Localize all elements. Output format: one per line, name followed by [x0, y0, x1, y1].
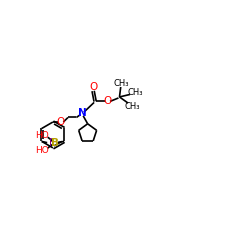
Text: O: O	[57, 117, 65, 127]
Text: CH₃: CH₃	[114, 78, 129, 88]
Text: O: O	[89, 82, 97, 92]
Text: O: O	[104, 96, 112, 106]
Text: N: N	[78, 108, 86, 118]
Text: HO: HO	[35, 131, 48, 140]
Text: B: B	[51, 138, 59, 148]
Text: F: F	[49, 138, 54, 148]
Text: HO: HO	[35, 146, 48, 154]
Text: CH₃: CH₃	[127, 88, 143, 97]
Text: CH₃: CH₃	[125, 102, 140, 112]
